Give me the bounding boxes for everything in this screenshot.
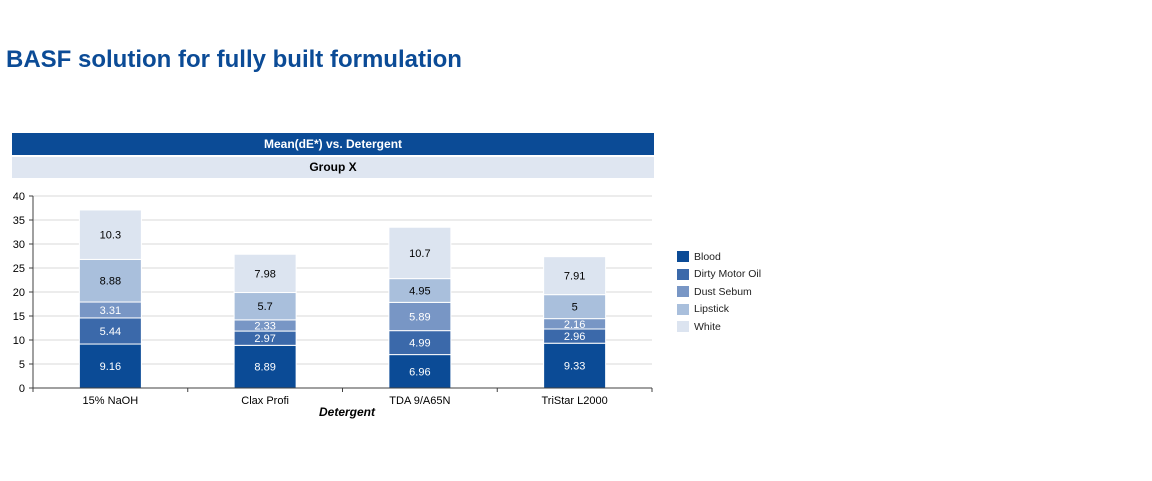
x-tick-label: 15% NaOH	[83, 395, 139, 407]
legend-swatch	[677, 268, 689, 280]
data-label: 9.33	[564, 361, 585, 373]
axes: 0 5 10 15 20 25 30 35 40 15% NaOH Clax Profi TDA 9/…	[13, 191, 653, 407]
data-label: 5	[572, 302, 578, 314]
y-tick-label: 40	[13, 191, 25, 203]
data-label: 5.7	[257, 301, 272, 313]
chart-subtitle: Group X	[12, 157, 654, 178]
y-tick-label: 5	[19, 359, 25, 371]
legend-item: Lipstick	[677, 301, 761, 319]
data-label: 7.98	[254, 268, 275, 280]
page-title: BASF solution for fully built formulatio…	[6, 46, 462, 73]
data-label: 10.7	[409, 248, 430, 260]
legend-item: Dirty Motor Oil	[677, 266, 761, 284]
legend-item: Dust Sebum	[677, 283, 761, 301]
legend-label: Lipstick	[694, 303, 730, 316]
legend-swatch	[677, 321, 689, 333]
bar-segment-blood	[233, 344, 297, 389]
data-label: 8.89	[254, 362, 275, 374]
legend-label: Dust Sebum	[694, 285, 752, 298]
bar-segment-dirty-motor-oil	[78, 317, 142, 345]
bar-segment-dust-sebum	[388, 301, 452, 332]
data-label: 6.96	[409, 366, 430, 378]
legend-label: White	[694, 320, 721, 333]
data-label: 5.89	[409, 312, 430, 324]
data-label: 5.44	[100, 326, 121, 338]
data-label: 9.16	[100, 361, 121, 373]
data-label: 7.91	[564, 271, 585, 283]
y-tick-label: 30	[13, 239, 25, 251]
legend: Blood Dirty Motor Oil Dust Sebum Lipstick Wh…	[677, 248, 761, 336]
bar-segment-blood	[543, 342, 607, 389]
bar-segment-white	[388, 226, 452, 280]
legend-label: Dirty Motor Oil	[694, 268, 762, 281]
y-tick-label: 35	[13, 215, 25, 227]
chart-title: Mean(dE*) vs. Detergent	[12, 133, 654, 155]
bar-segment-lipstick	[78, 258, 142, 303]
data-label: 2.97	[254, 333, 275, 345]
y-tick-label: 20	[13, 287, 25, 299]
data-label: 2.96	[564, 331, 585, 343]
x-tick-label: Clax Profi	[241, 395, 289, 407]
x-axis-label: Detergent	[319, 405, 376, 419]
y-tick-label: 25	[13, 263, 25, 275]
legend-item: Blood	[677, 248, 761, 266]
y-tick-label: 10	[13, 335, 25, 347]
legend-swatch	[677, 251, 689, 263]
legend-swatch	[677, 286, 689, 298]
x-tick-label: TriStar L2000	[542, 395, 608, 407]
data-label: 8.88	[100, 276, 121, 288]
y-tick-label: 15	[13, 311, 25, 323]
legend-item: White	[677, 318, 761, 336]
data-label: 10.3	[100, 230, 121, 242]
data-label: 4.95	[409, 285, 430, 297]
bar-stacks: 9.16 5.44 3.31 8.88 10.3 8.89 2.972.33 5.7 7.98 6…	[78, 209, 607, 389]
bar-segment-white	[543, 256, 607, 296]
data-label: 2.33	[254, 320, 275, 332]
legend-label: Blood	[694, 250, 721, 263]
data-label: 4.99	[409, 338, 430, 350]
y-tick-label: 0	[19, 383, 25, 395]
bar-segment-white	[233, 253, 297, 294]
x-tick-label: TDA 9/A65N	[389, 395, 450, 407]
bar-segment-lipstick	[233, 292, 297, 321]
bar-segment-white	[78, 209, 142, 260]
data-label: 2.16	[564, 319, 585, 331]
legend-swatch	[677, 303, 689, 315]
data-label: 3.31	[100, 305, 121, 317]
